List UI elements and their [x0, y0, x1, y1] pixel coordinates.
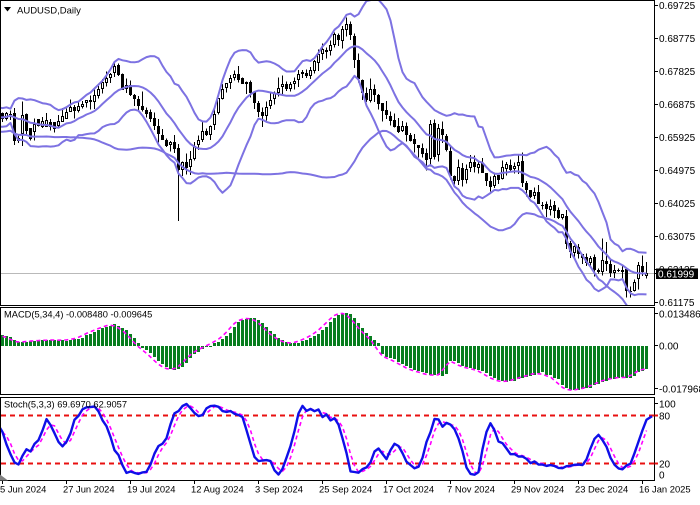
svg-text:12 Aug 2024: 12 Aug 2024: [191, 484, 244, 495]
svg-text:27 Jun 2024: 27 Jun 2024: [63, 484, 115, 495]
svg-text:0.65925: 0.65925: [659, 133, 696, 144]
svg-text:0.64025: 0.64025: [659, 199, 696, 210]
svg-text:5 Jun 2024: 5 Jun 2024: [0, 484, 46, 495]
svg-text:0: 0: [659, 471, 665, 482]
svg-text:MACD(5,34,4) -0.008480 -0.0096: MACD(5,34,4) -0.008480 -0.009645: [4, 309, 152, 319]
svg-text:16 Jan 2025: 16 Jan 2025: [639, 484, 691, 495]
svg-text:17 Oct 2024: 17 Oct 2024: [383, 484, 434, 495]
svg-text:0.013486: 0.013486: [659, 309, 700, 320]
svg-text:80: 80: [659, 412, 671, 423]
svg-text:0.61175: 0.61175: [659, 298, 695, 309]
svg-text:0.68775: 0.68775: [659, 34, 696, 45]
svg-text:100: 100: [659, 399, 676, 410]
svg-text:25 Sep 2024: 25 Sep 2024: [319, 484, 372, 495]
svg-text:7 Nov 2024: 7 Nov 2024: [447, 484, 495, 495]
svg-text:0.64975: 0.64975: [659, 166, 696, 177]
svg-text:0.63075: 0.63075: [659, 232, 696, 243]
svg-text:AUDUSD,Daily: AUDUSD,Daily: [17, 6, 81, 17]
svg-text:0.61999: 0.61999: [658, 269, 695, 280]
svg-text:0.67825: 0.67825: [659, 67, 696, 78]
svg-text:0.66875: 0.66875: [659, 100, 696, 111]
svg-text:3 Sep 2024: 3 Sep 2024: [255, 484, 303, 495]
svg-text:0.69725: 0.69725: [659, 1, 696, 12]
svg-text:Stoch(5,3,3) 69.6970 62.9057: Stoch(5,3,3) 69.6970 62.9057: [4, 399, 127, 409]
svg-text:19 Jul 2024: 19 Jul 2024: [127, 484, 175, 495]
svg-text:-0.017968: -0.017968: [659, 384, 700, 395]
svg-text:0.00: 0.00: [659, 341, 679, 352]
svg-text:23 Dec 2024: 23 Dec 2024: [575, 484, 628, 495]
svg-text:20: 20: [659, 460, 671, 471]
svg-text:29 Nov 2024: 29 Nov 2024: [511, 484, 564, 495]
